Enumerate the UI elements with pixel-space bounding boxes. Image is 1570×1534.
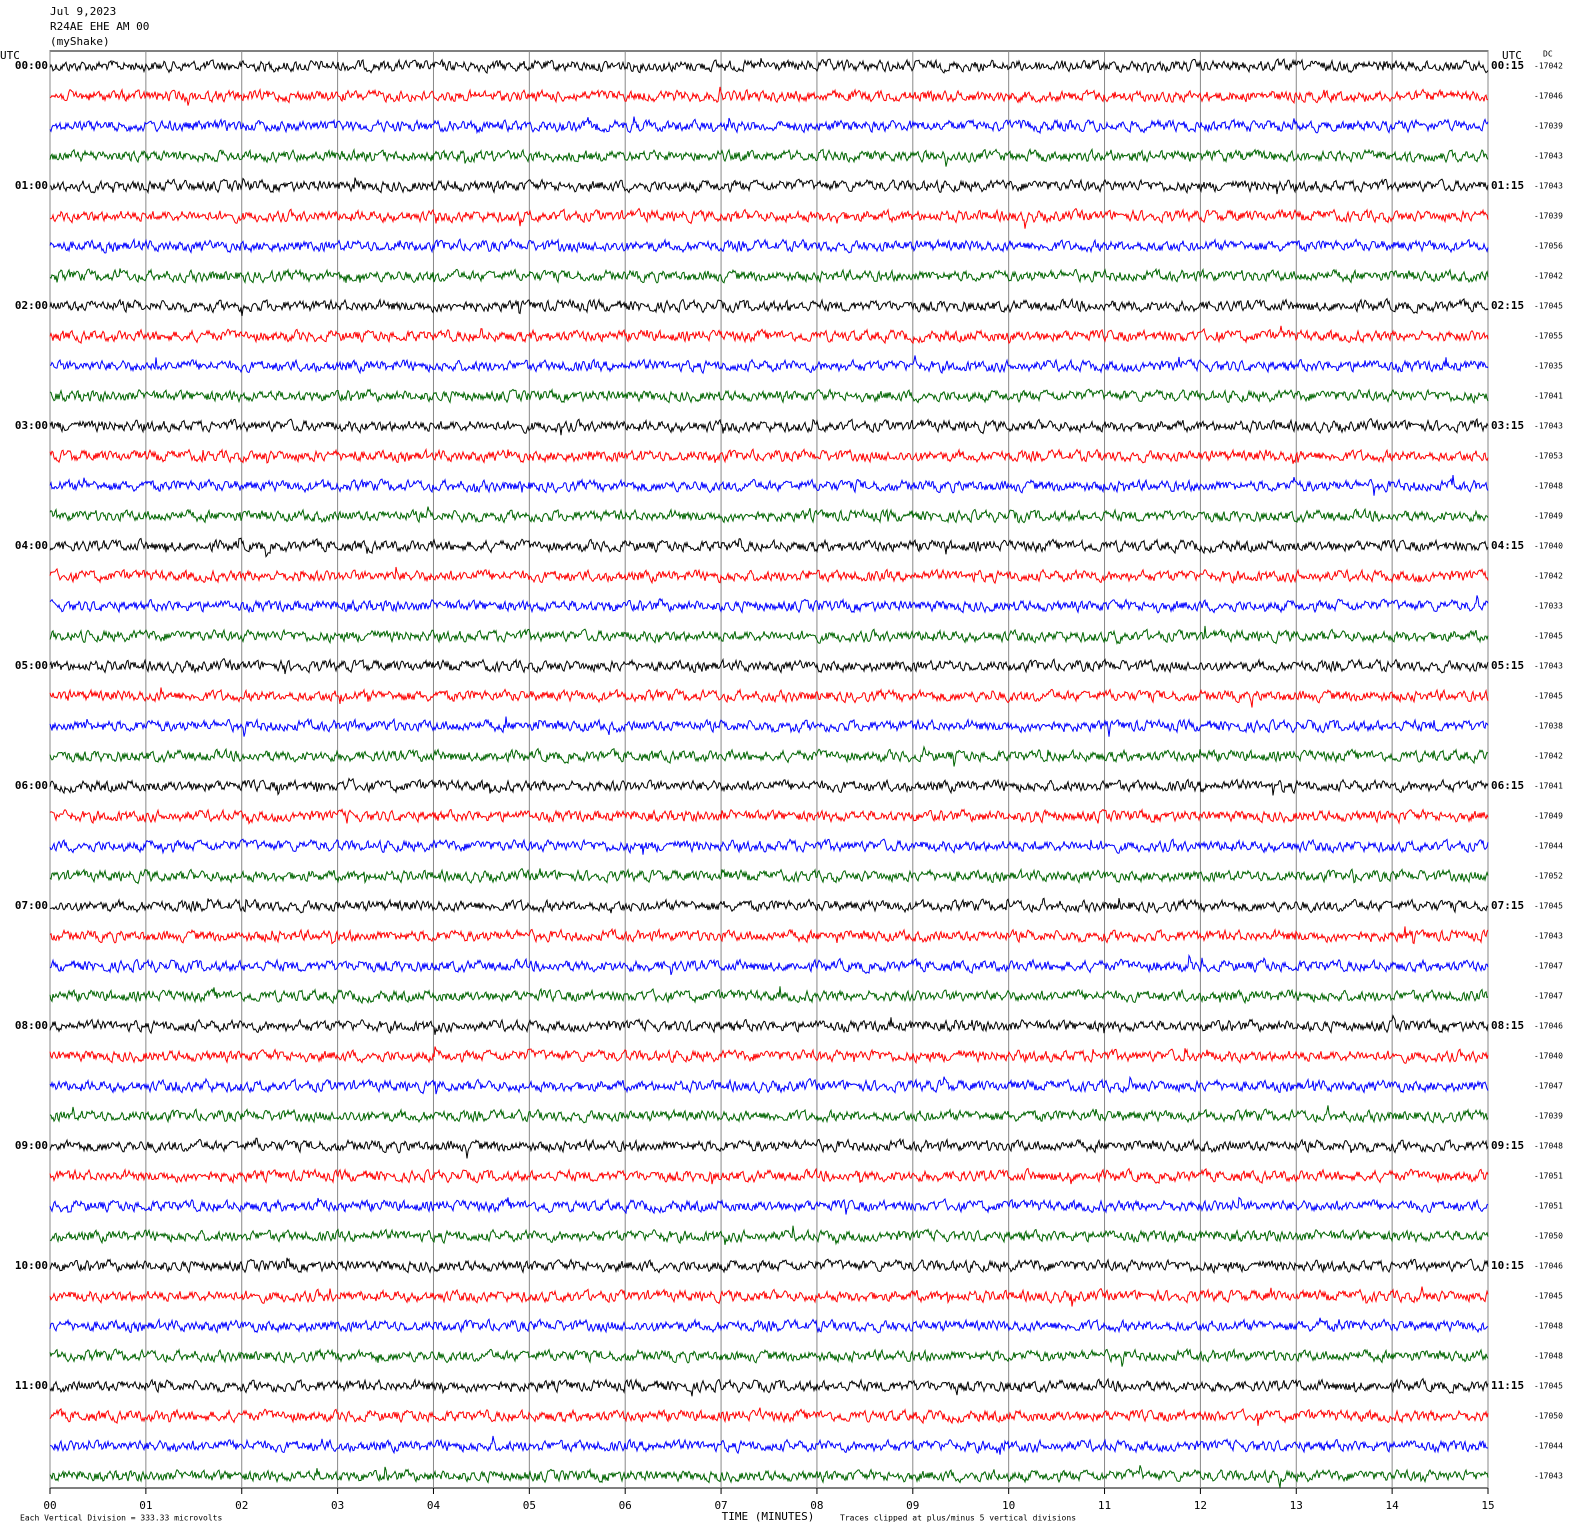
x-tick-label: 15 <box>1481 1499 1494 1512</box>
dc-value: -17038 <box>1534 722 1563 731</box>
dc-value: -17043 <box>1534 422 1563 431</box>
right-time-label: 11:15 <box>1491 1379 1524 1392</box>
dc-value: -17048 <box>1534 482 1563 491</box>
left-time-label: 09:00 <box>15 1139 48 1152</box>
dc-value: -17043 <box>1534 1472 1563 1481</box>
dc-value: -17039 <box>1534 1112 1563 1121</box>
dc-title: DC <box>1543 50 1553 59</box>
right-time-label: 07:15 <box>1491 899 1524 912</box>
right-time-label: 02:15 <box>1491 299 1524 312</box>
dc-value: -17043 <box>1534 662 1563 671</box>
dc-value: -17045 <box>1534 302 1563 311</box>
dc-value: -17042 <box>1534 572 1563 581</box>
x-tick-label: 11 <box>1098 1499 1111 1512</box>
x-tick-label: 00 <box>43 1499 56 1512</box>
x-tick-label: 10 <box>1002 1499 1015 1512</box>
right-time-label: 08:15 <box>1491 1019 1524 1032</box>
dc-value: -17044 <box>1534 842 1563 851</box>
clip-note: Traces clipped at plus/minus 5 vertical … <box>840 1514 1076 1523</box>
right-time-label: 10:15 <box>1491 1259 1524 1272</box>
dc-value: -17047 <box>1534 962 1563 971</box>
x-tick-label: 08 <box>810 1499 823 1512</box>
left-time-label: 06:00 <box>15 779 48 792</box>
right-time-label: 06:15 <box>1491 779 1524 792</box>
x-tick-label: 13 <box>1290 1499 1303 1512</box>
right-time-label: 09:15 <box>1491 1139 1524 1152</box>
left-time-label: 10:00 <box>15 1259 48 1272</box>
x-tick-label: 05 <box>523 1499 536 1512</box>
left-time-label: 07:00 <box>15 899 48 912</box>
right-time-label: 05:15 <box>1491 659 1524 672</box>
dc-value: -17035 <box>1534 362 1563 371</box>
dc-value: -17048 <box>1534 1322 1563 1331</box>
dc-value: -17041 <box>1534 782 1563 791</box>
scale-note: Each Vertical Division = 333.33 microvol… <box>20 1514 222 1523</box>
left-time-label: 00:00 <box>15 59 48 72</box>
dc-value: -17043 <box>1534 152 1563 161</box>
title-line: R24AE EHE AM 00 <box>50 20 149 33</box>
dc-value: -17051 <box>1534 1202 1563 1211</box>
dc-value: -17042 <box>1534 62 1563 71</box>
left-time-label: 11:00 <box>15 1379 48 1392</box>
left-time-label: 04:00 <box>15 539 48 552</box>
dc-value: -17048 <box>1534 1142 1563 1151</box>
dc-value: -17043 <box>1534 932 1563 941</box>
dc-value: -17042 <box>1534 752 1563 761</box>
dc-value: -17051 <box>1534 1172 1563 1181</box>
x-tick-label: 12 <box>1194 1499 1207 1512</box>
dc-value: -17045 <box>1534 1382 1563 1391</box>
dc-value: -17043 <box>1534 182 1563 191</box>
left-time-label: 08:00 <box>15 1019 48 1032</box>
dc-value: -17045 <box>1534 1292 1563 1301</box>
dc-value: -17045 <box>1534 902 1563 911</box>
left-time-label: 05:00 <box>15 659 48 672</box>
dc-value: -17041 <box>1534 392 1563 401</box>
dc-value: -17055 <box>1534 332 1563 341</box>
dc-value: -17056 <box>1534 242 1563 251</box>
dc-value: -17048 <box>1534 1352 1563 1361</box>
dc-value: -17040 <box>1534 1052 1563 1061</box>
x-tick-label: 01 <box>139 1499 152 1512</box>
left-time-label: 03:00 <box>15 419 48 432</box>
dc-value: -17047 <box>1534 1082 1563 1091</box>
x-tick-label: 02 <box>235 1499 248 1512</box>
right-time-label: 03:15 <box>1491 419 1524 432</box>
x-tick-label: 07 <box>714 1499 727 1512</box>
left-time-label: 01:00 <box>15 179 48 192</box>
dc-value: -17033 <box>1534 602 1563 611</box>
right-time-label: 01:15 <box>1491 179 1524 192</box>
dc-value: -17039 <box>1534 122 1563 131</box>
dc-value: -17046 <box>1534 92 1563 101</box>
dc-value: -17047 <box>1534 992 1563 1001</box>
dc-value: -17049 <box>1534 512 1563 521</box>
x-tick-label: 03 <box>331 1499 344 1512</box>
dc-value: -17050 <box>1534 1232 1563 1241</box>
title-line: (myShake) <box>50 35 110 48</box>
x-tick-label: 09 <box>906 1499 919 1512</box>
x-tick-label: 14 <box>1386 1499 1400 1512</box>
dc-value: -17046 <box>1534 1262 1563 1271</box>
dc-value: -17039 <box>1534 212 1563 221</box>
right-time-label: 04:15 <box>1491 539 1524 552</box>
dc-value: -17052 <box>1534 872 1563 881</box>
x-tick-label: 04 <box>427 1499 441 1512</box>
dc-value: -17040 <box>1534 542 1563 551</box>
left-time-label: 02:00 <box>15 299 48 312</box>
dc-value: -17049 <box>1534 812 1563 821</box>
title-line: Jul 9,2023 <box>50 5 116 18</box>
dc-value: -17042 <box>1534 272 1563 281</box>
x-tick-label: 06 <box>619 1499 632 1512</box>
right-time-label: 00:15 <box>1491 59 1524 72</box>
dc-value: -17046 <box>1534 1022 1563 1031</box>
dc-value: -17045 <box>1534 692 1563 701</box>
dc-value: -17053 <box>1534 452 1563 461</box>
dc-value: -17050 <box>1534 1412 1563 1421</box>
dc-value: -17044 <box>1534 1442 1563 1451</box>
dc-value: -17045 <box>1534 632 1563 641</box>
x-axis-label: TIME (MINUTES) <box>722 1510 815 1523</box>
